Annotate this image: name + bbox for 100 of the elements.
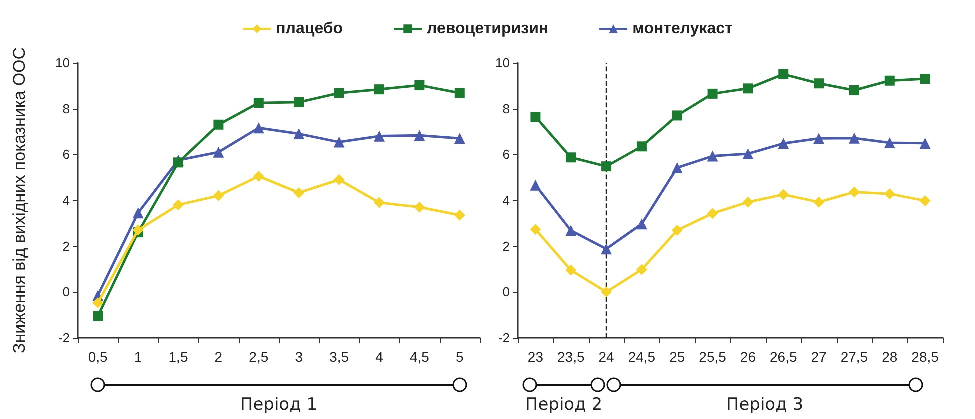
y-tick-label: -2 bbox=[498, 330, 510, 346]
legend-label: плацебо bbox=[276, 20, 344, 38]
point bbox=[566, 264, 577, 276]
x-tick-label: 5 bbox=[456, 349, 464, 365]
point bbox=[566, 225, 577, 236]
x-tick-label: 23 bbox=[528, 349, 544, 365]
point bbox=[814, 78, 824, 89]
x-tick-label: 4 bbox=[376, 349, 384, 365]
point bbox=[601, 286, 612, 298]
x-tick-label: 23,5 bbox=[558, 349, 585, 365]
x-tick-label: 3 bbox=[295, 349, 304, 365]
point bbox=[636, 142, 647, 152]
y-tick-label: 10 bbox=[496, 56, 510, 70]
point bbox=[708, 88, 718, 99]
point bbox=[707, 208, 718, 220]
point bbox=[530, 180, 542, 191]
y-tick-label: 0 bbox=[502, 284, 510, 300]
point bbox=[920, 195, 931, 206]
y-tick-label: 4 bbox=[502, 193, 510, 208]
point bbox=[707, 150, 718, 162]
x-tick-label: 28 bbox=[882, 349, 898, 365]
point bbox=[374, 130, 385, 142]
point bbox=[294, 187, 305, 198]
point bbox=[672, 162, 683, 174]
point bbox=[566, 152, 576, 163]
y-tick-label: 4 bbox=[62, 193, 70, 208]
x-tick-label: 26 bbox=[740, 349, 756, 365]
point bbox=[884, 188, 896, 200]
x-tick-label: 1,5 bbox=[168, 349, 188, 365]
point bbox=[174, 158, 184, 168]
point bbox=[454, 88, 465, 98]
point bbox=[672, 110, 682, 121]
point bbox=[253, 122, 264, 134]
x-tick-label: 1 bbox=[134, 349, 142, 365]
point bbox=[743, 84, 754, 94]
x-tick-label: 3,5 bbox=[330, 349, 350, 365]
point bbox=[414, 202, 426, 213]
legend-label: монтелукаст bbox=[632, 20, 734, 38]
y-tick-label: 2 bbox=[62, 238, 70, 254]
x-tick-label: 28,5 bbox=[912, 349, 940, 365]
point bbox=[414, 80, 425, 90]
x-tick-label: 2 bbox=[214, 349, 223, 365]
point bbox=[92, 297, 104, 308]
y-tick-label: 0 bbox=[62, 284, 70, 300]
point bbox=[454, 133, 466, 144]
point bbox=[778, 189, 790, 200]
x-tick-label: 25,5 bbox=[699, 349, 727, 365]
x-tick-label: 27,5 bbox=[840, 349, 868, 365]
legend-label: левоцетиризин bbox=[427, 20, 549, 38]
point bbox=[778, 69, 789, 80]
y-tick-label: 2 bbox=[502, 238, 510, 254]
x-tick-label: 25 bbox=[670, 349, 686, 365]
y-tick-label: 10 bbox=[56, 56, 70, 70]
point bbox=[848, 132, 860, 144]
point bbox=[849, 86, 860, 96]
point bbox=[214, 120, 224, 130]
point bbox=[848, 186, 860, 198]
x-tick-label: 27 bbox=[811, 349, 828, 365]
point bbox=[414, 130, 426, 142]
y-tick-label: 6 bbox=[62, 147, 70, 162]
x-tick-label: 26,5 bbox=[770, 349, 798, 365]
point bbox=[742, 148, 754, 160]
point bbox=[601, 244, 612, 255]
x-tick-label: 0,5 bbox=[88, 349, 108, 365]
point bbox=[778, 138, 790, 150]
y-tick-label: 6 bbox=[502, 147, 510, 162]
text: Період 2 bbox=[525, 395, 603, 415]
y-tick-label: -2 bbox=[58, 330, 70, 346]
point bbox=[334, 88, 344, 98]
x-tick-label: 2,5 bbox=[249, 349, 269, 365]
point bbox=[374, 84, 384, 95]
point bbox=[93, 311, 104, 322]
point bbox=[742, 196, 754, 208]
point bbox=[253, 170, 264, 182]
text: Період 1 bbox=[240, 395, 318, 415]
point bbox=[602, 162, 612, 172]
y-tick-label: 8 bbox=[502, 101, 510, 116]
point bbox=[132, 208, 144, 219]
point bbox=[294, 128, 305, 140]
point bbox=[374, 197, 385, 208]
point bbox=[636, 218, 648, 230]
point bbox=[173, 200, 184, 211]
point bbox=[636, 264, 648, 276]
point bbox=[132, 224, 144, 236]
x-tick-label: 4,5 bbox=[410, 349, 430, 365]
point bbox=[672, 225, 683, 236]
point bbox=[920, 138, 931, 149]
point bbox=[213, 190, 224, 202]
point bbox=[884, 137, 896, 148]
point bbox=[530, 112, 541, 122]
y-tick-label: 8 bbox=[62, 101, 70, 116]
x-tick-label: 24,5 bbox=[628, 349, 656, 365]
point bbox=[213, 146, 224, 158]
point bbox=[884, 76, 895, 86]
point bbox=[814, 196, 825, 208]
point bbox=[334, 174, 345, 186]
y-axis-title: Зниження від вихідних показника ООС bbox=[10, 47, 29, 354]
point bbox=[530, 224, 542, 236]
point bbox=[254, 98, 264, 108]
point bbox=[294, 97, 304, 108]
